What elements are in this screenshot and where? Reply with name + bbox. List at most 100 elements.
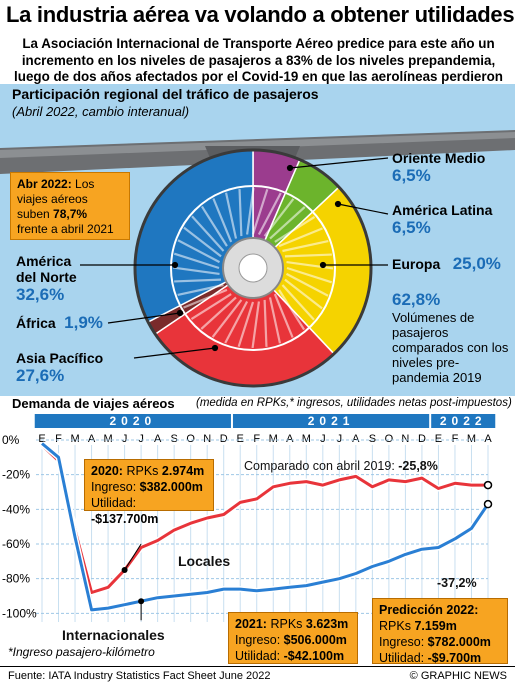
fan-blade xyxy=(263,198,295,237)
region-oriente-medio: Oriente Medio 6,5% xyxy=(392,150,485,186)
year-label: 2022 xyxy=(440,414,487,428)
box-value: 7.159m xyxy=(414,619,457,633)
volume-note-text: Volúmenes de pasajeros comparados con lo… xyxy=(392,310,509,385)
y-tick-label: 0% xyxy=(2,433,20,447)
fan-blade xyxy=(274,215,316,243)
region-america-norte: América del Norte 32,6% xyxy=(16,253,77,305)
box-2022: Predicción 2022: RPKs 7.159m Ingreso: $7… xyxy=(372,598,508,665)
region-asia-pacifico: Asia Pacífico 27,6% xyxy=(16,350,103,386)
leader-oriente xyxy=(289,157,389,169)
box-label: Utilidad: xyxy=(379,651,428,665)
pred-annotation: -37,2% xyxy=(437,576,477,590)
series-end-point xyxy=(483,480,493,490)
region-america-latina: América Latina 6,5% xyxy=(392,202,492,238)
box-label: Utilidad: xyxy=(235,649,284,663)
x-tick-label: M xyxy=(302,433,311,445)
box-value: -$42.100m xyxy=(283,649,345,663)
y-tick-label: -60% xyxy=(2,537,30,551)
compare-label: Comparado con abril 2019: xyxy=(244,459,399,473)
footnote: *Ingreso pasajero-kilómetro xyxy=(8,645,155,659)
x-tick-label: E xyxy=(38,433,45,445)
pie-outer-ring xyxy=(133,148,373,388)
region-value: 1,9% xyxy=(64,313,103,332)
fan-blade xyxy=(200,205,228,247)
series-line-internacionales xyxy=(41,442,490,612)
x-tick-label: E xyxy=(237,433,244,445)
x-tick-label: O xyxy=(385,433,394,445)
box-value: $506.000m xyxy=(283,633,347,647)
fan-blade xyxy=(251,188,269,235)
spinner-center xyxy=(238,253,268,283)
year-band xyxy=(232,414,430,428)
callout-date: Abr 2022: xyxy=(17,177,72,191)
year-label: 2021 xyxy=(308,414,355,428)
box-label: RPKs xyxy=(122,464,162,478)
box-label: Ingreso: xyxy=(91,480,140,494)
callout-value: 78,7% xyxy=(53,207,88,221)
fan-blade xyxy=(237,301,255,348)
regional-title: Participación regional del tráfico de pa… xyxy=(12,86,319,102)
y-tick-label: -20% xyxy=(2,468,30,482)
x-tick-label: F xyxy=(55,433,62,445)
compare-value: -25,8% xyxy=(398,459,438,473)
series-end-point xyxy=(483,499,493,509)
leader-dot-europa xyxy=(319,261,327,269)
box-label: Utilidad: xyxy=(91,496,137,510)
x-tick-label: J xyxy=(320,433,326,445)
region-label: Asia Pacífico xyxy=(16,350,104,366)
fan-blade xyxy=(238,189,243,237)
fan-ring xyxy=(170,185,336,351)
leader-latina xyxy=(337,203,389,215)
leader-asia xyxy=(133,347,216,359)
box-value: -$137.700m xyxy=(91,512,159,526)
wing-highlight xyxy=(0,132,515,158)
box-2020: 2020: RPKs 2.974m Ingreso: $382.000m Uti… xyxy=(84,459,214,526)
leader-dot-oriente xyxy=(286,164,294,172)
x-tick-label: S xyxy=(369,433,376,445)
fan-blade xyxy=(173,252,220,270)
fan-blade xyxy=(273,293,294,338)
x-tick-label: F xyxy=(452,433,459,445)
region-value: 32,6% xyxy=(16,285,65,304)
series-label-internacionales: Internacionales xyxy=(62,627,165,643)
year-label: 2020 xyxy=(110,414,157,428)
leader-dot-asia xyxy=(211,344,219,352)
fan-blade xyxy=(278,289,306,331)
fan-blade xyxy=(174,278,222,283)
box-year: 2021: xyxy=(235,617,267,631)
fan-blade xyxy=(284,278,323,310)
region-value: 25,0% xyxy=(452,254,501,273)
fan-blade xyxy=(246,187,255,235)
x-tick-label: A xyxy=(286,433,294,445)
region-value: 27,6% xyxy=(16,366,65,385)
year-band xyxy=(431,414,496,428)
demand-subtitle: (medida en RPKs,* ingresos, utilidades n… xyxy=(196,397,512,409)
fan-blade xyxy=(251,301,260,349)
regional-pie-chart xyxy=(0,130,515,388)
x-tick-label: J xyxy=(337,433,343,445)
box-label: Ingreso: xyxy=(379,635,428,649)
callout-text-1: Los xyxy=(71,177,95,191)
callout-text-3: suben xyxy=(17,207,54,221)
y-tick-label: -40% xyxy=(2,502,30,516)
region-label: África xyxy=(16,315,56,331)
source: Fuente: IATA Industry Statistics Fact Sh… xyxy=(8,670,271,682)
fan-blade xyxy=(282,239,329,253)
fan-blade xyxy=(211,299,243,338)
page-title: La industria aérea va volando a obtener … xyxy=(6,2,515,27)
region-value: 6,5% xyxy=(392,166,431,185)
x-tick-label: D xyxy=(220,433,228,445)
fan-blades xyxy=(172,187,334,349)
fan-blade xyxy=(278,227,323,248)
x-tick-label: S xyxy=(170,433,177,445)
x-tick-label: E xyxy=(435,433,442,445)
y-tick-label: -80% xyxy=(2,572,30,586)
box-value: 3.623m xyxy=(305,617,349,631)
x-tick-label: M xyxy=(70,433,79,445)
footer-divider xyxy=(0,666,515,667)
fan-blade xyxy=(183,226,222,258)
x-tick-label: M xyxy=(269,433,278,445)
region-label-2: del Norte xyxy=(16,269,77,285)
fan-blade xyxy=(285,272,329,297)
compare-annotation: Comparado con abril 2019: -25,8% xyxy=(244,459,438,473)
